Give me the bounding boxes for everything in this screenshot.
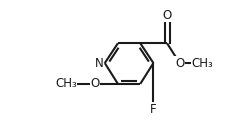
Text: O: O	[162, 9, 172, 22]
Text: O: O	[90, 77, 100, 90]
Text: F: F	[150, 103, 157, 116]
Text: CH₃: CH₃	[191, 57, 213, 70]
Text: CH₃: CH₃	[55, 77, 77, 90]
Text: N: N	[95, 57, 104, 70]
Text: O: O	[175, 57, 184, 70]
